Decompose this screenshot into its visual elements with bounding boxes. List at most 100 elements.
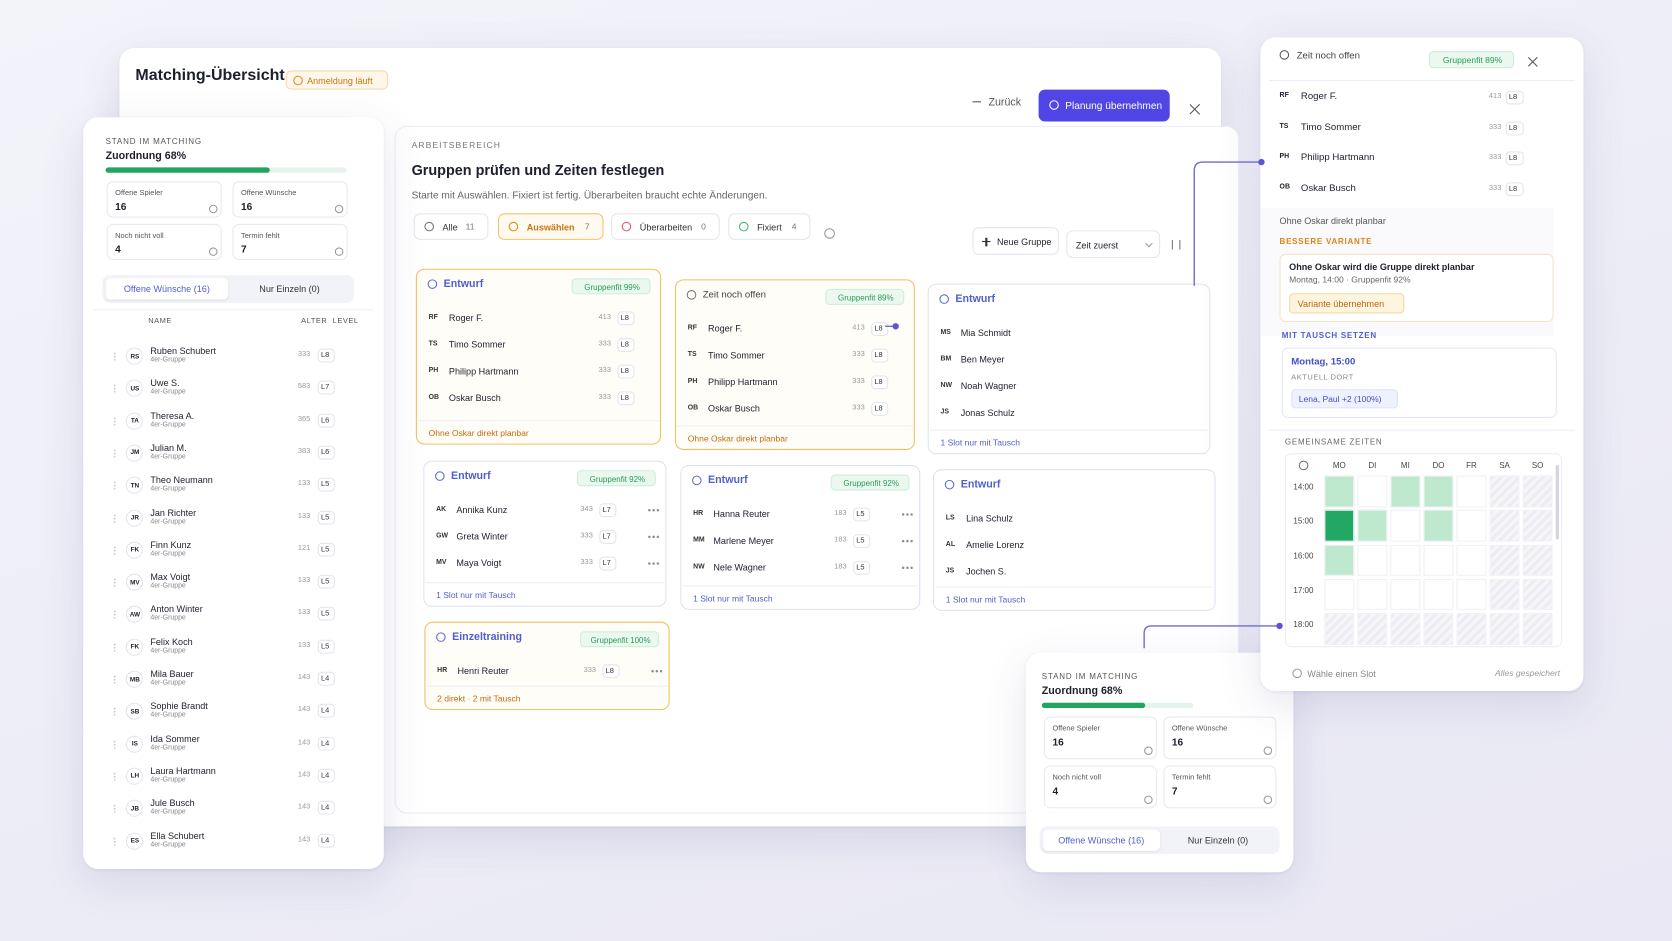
- member-name: Nele Wagner: [713, 561, 766, 573]
- group-card[interactable]: Entwurf Gruppenfit 92% AK Annika Kunz 343 L7 G…: [423, 460, 667, 607]
- connector-line: [1193, 161, 1262, 286]
- time-slot[interactable]: [1423, 544, 1454, 576]
- member-level: L8: [874, 325, 883, 333]
- time-slot[interactable]: [1357, 613, 1388, 645]
- tab[interactable]: Offene Wünsche (16): [105, 278, 229, 300]
- time-slot[interactable]: [1390, 613, 1421, 645]
- group-fit: Gruppenfit 92%: [589, 474, 646, 485]
- time-slot[interactable]: [1324, 544, 1355, 576]
- time-slot[interactable]: [1390, 510, 1421, 542]
- filter-chip[interactable]: Überarbeiten 0: [610, 213, 720, 240]
- member-age: 333: [598, 366, 611, 375]
- time-slot[interactable]: [1423, 510, 1454, 542]
- filter-count: 7: [584, 221, 590, 232]
- tab[interactable]: Nur Einzeln (0): [1160, 830, 1277, 851]
- time-slot[interactable]: [1522, 613, 1553, 645]
- variant-button[interactable]: Variante übernehmen: [1289, 293, 1405, 314]
- matching-eyebrow: STAND IM MATCHING: [105, 136, 202, 147]
- group-card[interactable]: Entwurf Gruppenfit 92% HR Hanna Reuter 183 L5…: [680, 464, 921, 610]
- more-menu[interactable]: [647, 561, 659, 566]
- player-level: L5: [320, 578, 330, 586]
- tab-label: Nur Einzeln (0): [259, 283, 320, 295]
- player-name: Jule Busch: [150, 797, 195, 809]
- group-card[interactable]: Einzeltraining Gruppenfit 100% HR Henri Reu…: [424, 621, 670, 711]
- new-group-button[interactable]: Neue Gruppe: [972, 227, 1059, 255]
- time-slot[interactable]: [1522, 510, 1553, 542]
- time-slot[interactable]: [1489, 510, 1520, 542]
- tab[interactable]: Nur Einzeln (0): [228, 278, 351, 299]
- player-name: Ida Sommer: [150, 733, 200, 744]
- group-card[interactable]: Zeit noch offen Gruppenfit 89% RF Roger F. 4…: [674, 279, 915, 450]
- time-slot[interactable]: [1522, 578, 1553, 611]
- time-slot[interactable]: [1423, 475, 1454, 508]
- time-slot[interactable]: [1423, 613, 1454, 645]
- sort-select[interactable]: Zeit zuerst: [1066, 230, 1161, 259]
- member-initials: NW: [693, 563, 705, 571]
- tab-label: Offene Wünsche (16): [123, 283, 210, 295]
- group-card[interactable]: Entwurf Gruppenfit 99% RF Roger F. 413 L8 TS Ti…: [415, 268, 662, 445]
- time-slot[interactable]: [1456, 613, 1487, 645]
- more-menu[interactable]: [901, 512, 913, 517]
- stat-card: Termin fehlt 7: [232, 223, 348, 261]
- time-slot[interactable]: [1489, 578, 1520, 611]
- time-slot[interactable]: [1489, 613, 1520, 645]
- matching-title: Zuordnung 68%: [105, 150, 187, 163]
- time-slot[interactable]: [1357, 544, 1388, 576]
- stat-value: 16: [1171, 736, 1184, 749]
- stat-info: [1263, 746, 1273, 755]
- group-card[interactable]: Entwurf MS Mia Schmidt BM Ben Meyer NW Noah Wa…: [927, 283, 1211, 455]
- time-slot[interactable]: [1522, 475, 1553, 508]
- time-slot[interactable]: [1390, 475, 1421, 508]
- more-menu[interactable]: [901, 566, 913, 570]
- detail-status: Zeit noch offen: [1296, 50, 1360, 61]
- time-slot[interactable]: [1423, 578, 1454, 611]
- time-slot[interactable]: [1390, 544, 1421, 576]
- primary-button[interactable]: Planung übernehmen: [1038, 89, 1170, 122]
- time-slot[interactable]: [1456, 510, 1487, 542]
- left-panel: STAND IM MATCHING Zuordnung 68% Offene Spi…: [83, 117, 384, 870]
- time-slot[interactable]: [1324, 613, 1355, 645]
- stat-card: Noch nicht voll 4: [106, 223, 222, 261]
- back-link[interactable]: Zurück: [988, 97, 1022, 109]
- time-slot[interactable]: [1324, 510, 1355, 542]
- group-card[interactable]: Entwurf LS Lina Schulz AL Amelie Lorenz JS Joc…: [933, 469, 1216, 611]
- time-slot[interactable]: [1522, 544, 1553, 576]
- player-name: Ruben Schubert: [150, 345, 216, 357]
- avatar: MV: [125, 573, 143, 591]
- time-slot[interactable]: [1357, 578, 1388, 611]
- filter-chip[interactable]: Fixiert 4: [728, 213, 811, 240]
- player-group: 4er-Gruppe: [150, 808, 186, 816]
- more-menu[interactable]: [901, 539, 913, 543]
- swap-box[interactable]: Montag, 15:00 AKTUELL DORT Lena, Paul +2 (…: [1281, 347, 1557, 418]
- sort-icon[interactable]: [1171, 239, 1181, 250]
- member-age: 413: [852, 324, 865, 332]
- level-chip: L8: [617, 338, 635, 352]
- member-age: 333: [580, 532, 593, 540]
- member-initials: OB: [687, 404, 699, 412]
- member-name: Ben Meyer: [960, 354, 1005, 365]
- filter-chip[interactable]: Alle 11: [413, 213, 489, 240]
- swap-slot: Montag, 15:00: [1291, 356, 1356, 367]
- time-slot[interactable]: [1456, 475, 1487, 508]
- tab[interactable]: Offene Wünsche (16): [1042, 829, 1160, 851]
- time-slot[interactable]: [1456, 578, 1487, 611]
- time-slot[interactable]: [1456, 544, 1487, 576]
- filter-chip[interactable]: Auswählen 7: [497, 213, 604, 240]
- time-slot[interactable]: [1324, 578, 1355, 611]
- fit-badge: Gruppenfit 89%: [1428, 51, 1515, 69]
- time-slot[interactable]: [1324, 475, 1355, 508]
- time-slot[interactable]: [1357, 475, 1388, 508]
- more-menu[interactable]: [647, 508, 659, 512]
- drag-handle: [113, 513, 117, 522]
- time-slot[interactable]: [1390, 578, 1421, 611]
- member-age: 183: [834, 563, 847, 571]
- time-slot[interactable]: [1357, 510, 1388, 542]
- player-group: 4er-Gruppe: [150, 388, 186, 396]
- time-slot[interactable]: [1489, 544, 1520, 576]
- connector-line: [1143, 625, 1280, 649]
- clock-icon: [1298, 460, 1309, 471]
- member-initials: RF: [428, 313, 438, 321]
- more-menu[interactable]: [647, 535, 659, 539]
- more-menu[interactable]: [650, 669, 663, 673]
- time-slot[interactable]: [1489, 475, 1520, 508]
